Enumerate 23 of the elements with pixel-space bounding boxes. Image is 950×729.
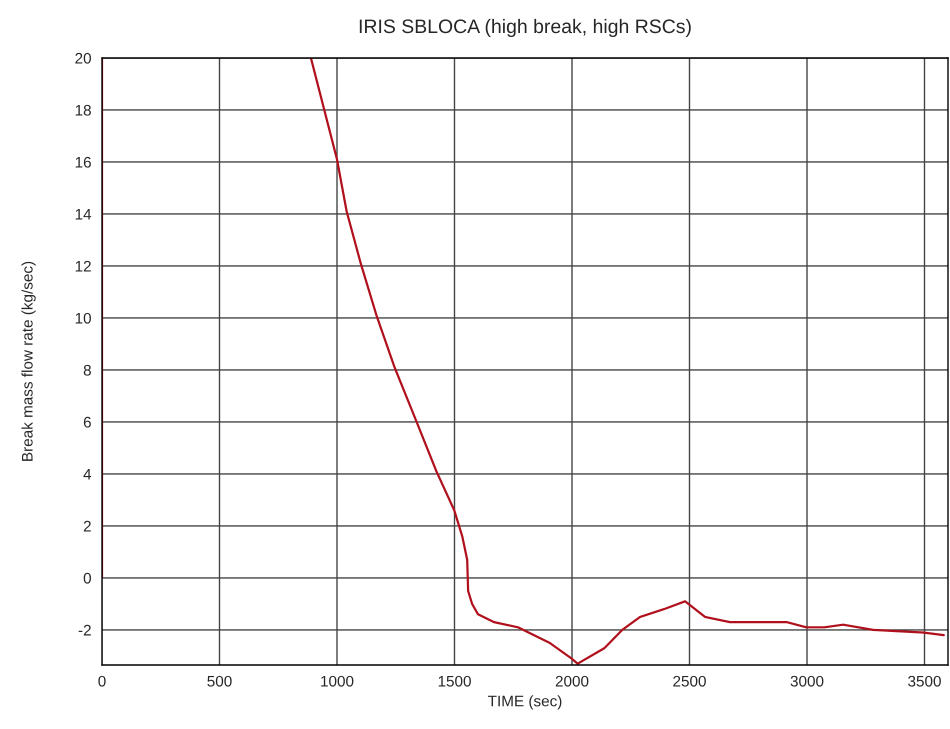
x-tick-label: 2500 xyxy=(673,676,706,687)
y-tick-label: 8 xyxy=(84,364,91,376)
x-tick-label: 500 xyxy=(207,676,232,687)
y-axis-title: Break mass flow rate (kg/sec) xyxy=(21,262,36,461)
x-axis-title: TIME (sec) xyxy=(488,695,562,710)
y-tick-label: 10 xyxy=(76,312,91,324)
y-tick-label: -2 xyxy=(78,624,91,636)
y-tick-label: 20 xyxy=(75,52,91,64)
x-tick-label: 1500 xyxy=(438,676,471,687)
x-tick-label: 3500 xyxy=(908,676,941,687)
y-tick-label: 4 xyxy=(83,468,92,480)
y-tick-label: 18 xyxy=(76,104,91,116)
x-tick-label: 0 xyxy=(98,676,106,687)
y-tick-label: 0 xyxy=(84,572,91,584)
x-tick-label: 3000 xyxy=(790,676,824,687)
y-tick-label: 6 xyxy=(84,416,91,428)
chart-title: IRIS SBLOCA (high break, high RSCs) xyxy=(360,18,691,38)
y-tick-label: 2 xyxy=(84,520,91,532)
y-tick-label: 16 xyxy=(76,156,91,168)
y-tick-label: 14 xyxy=(76,209,92,220)
y-tick-label: 12 xyxy=(76,260,91,272)
x-tick-label: 1000 xyxy=(321,676,354,687)
x-tick-label: 2000 xyxy=(556,676,588,687)
